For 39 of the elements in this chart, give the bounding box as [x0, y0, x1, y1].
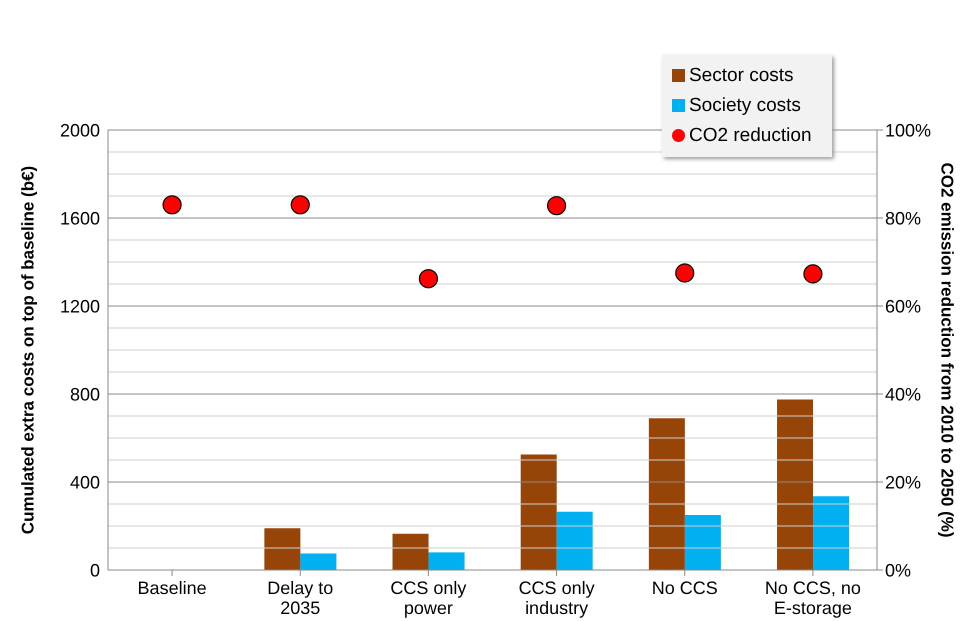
legend-label: Society costs [689, 95, 801, 116]
legend-label: CO2 reduction [689, 125, 812, 146]
bar [684, 515, 721, 570]
y-tick-label: 1600 [60, 208, 100, 228]
bar [428, 552, 465, 570]
point [418, 269, 438, 288]
x-tick-label: No CCS [652, 578, 718, 598]
y2-tick-label: 80% [885, 208, 922, 228]
y-tick-label: 400 [70, 472, 100, 492]
x-tick-label: CCS only power [390, 578, 466, 618]
point [290, 195, 310, 214]
x-tick-label: CCS only industry [518, 578, 595, 618]
point [546, 196, 566, 216]
legend-label: Sector costs [689, 65, 794, 86]
y2-tick-label: 60% [885, 296, 922, 316]
bar [264, 528, 300, 570]
point [162, 195, 182, 214]
bar [300, 554, 336, 570]
bar [648, 418, 685, 570]
y-axis-title: Cumulated extra costs on top of baseline (b€) [18, 166, 38, 534]
y-tick-label: 1200 [60, 296, 100, 316]
y-tick-label: 2000 [60, 120, 100, 140]
y2-tick-label: 20% [885, 472, 922, 492]
point [675, 263, 694, 283]
y2-axis-title: CO2 emission reduction from 2010 to 2050 (%) [938, 162, 956, 538]
x-tick-label: Baseline [138, 578, 207, 598]
y-tick-label: 800 [70, 384, 100, 404]
y2-tick-label: 40% [885, 384, 922, 404]
bar [520, 454, 557, 570]
x-tick-label: No CCS, no E-storage [764, 578, 861, 618]
bar [556, 512, 593, 570]
y2-tick-label: 100% [885, 120, 932, 140]
bar [392, 534, 429, 570]
y-tick-label: 0 [90, 560, 100, 580]
point [803, 264, 823, 284]
y2-tick-label: 0% [885, 560, 912, 580]
x-tick-label: Delay to 2035 [267, 578, 334, 618]
bar [777, 400, 814, 570]
bar [813, 496, 850, 570]
